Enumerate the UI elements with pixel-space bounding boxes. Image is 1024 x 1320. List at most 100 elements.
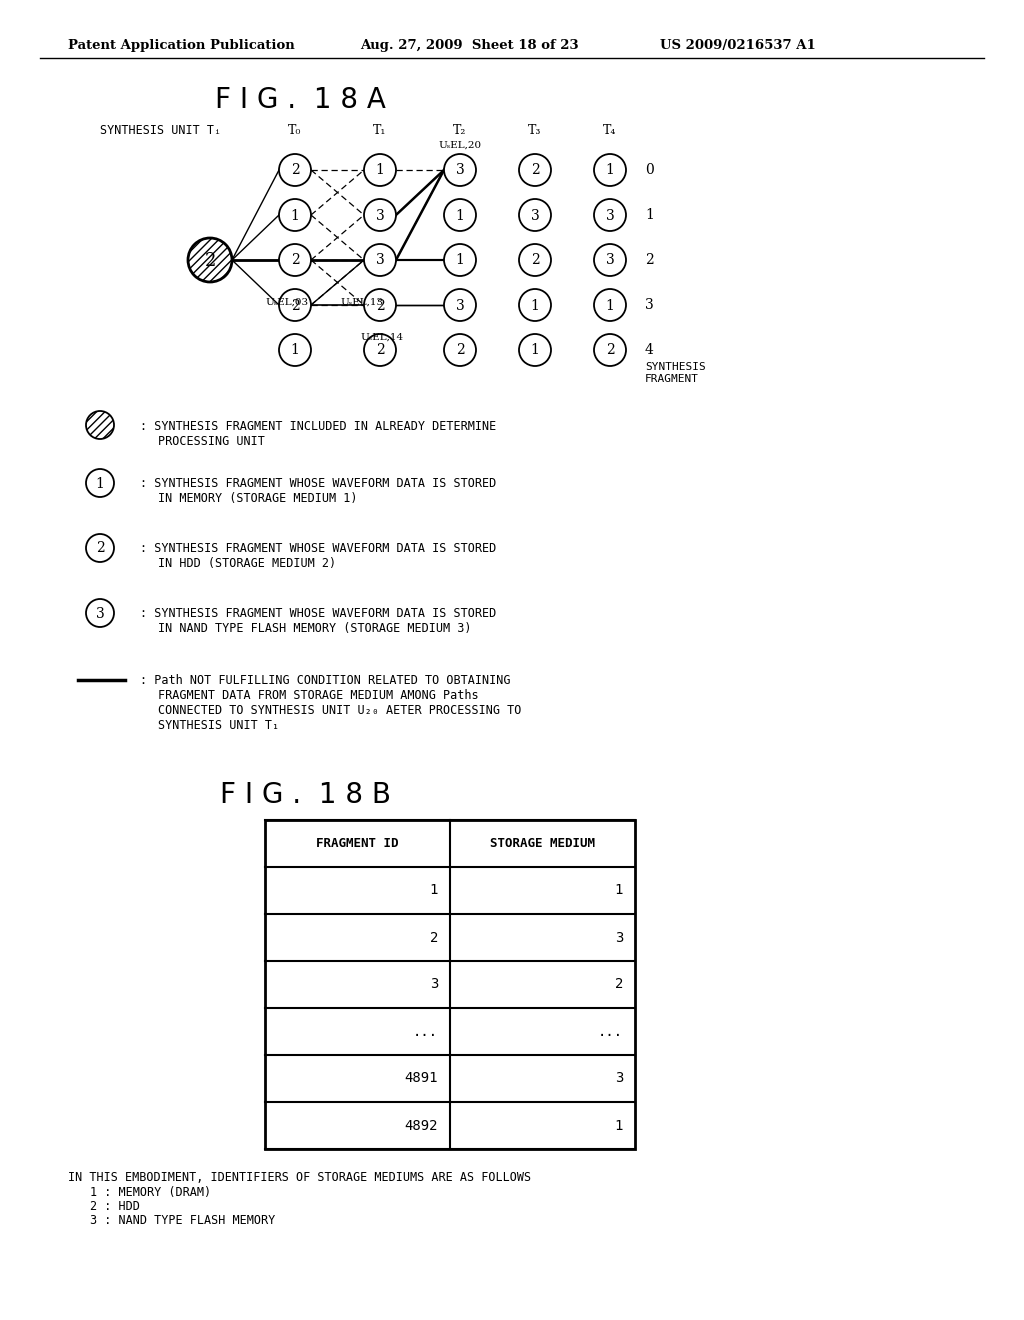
Text: 1: 1 (605, 164, 614, 177)
Text: 2: 2 (205, 252, 216, 269)
Bar (265, 820, 635, 1148)
Text: 2: 2 (530, 253, 540, 268)
Text: 3 : NAND TYPE FLASH MEMORY: 3 : NAND TYPE FLASH MEMORY (90, 1214, 275, 1228)
Text: F I G .  1 8 B: F I G . 1 8 B (220, 781, 391, 809)
Circle shape (188, 238, 232, 282)
Circle shape (364, 199, 396, 231)
Circle shape (519, 199, 551, 231)
Text: 3: 3 (645, 298, 653, 312)
Text: 3: 3 (456, 298, 464, 313)
Text: 1: 1 (291, 343, 299, 358)
Text: SYNTHESIS UNIT T₁: SYNTHESIS UNIT T₁ (158, 719, 280, 733)
Circle shape (444, 244, 476, 276)
Text: 2: 2 (291, 253, 299, 268)
Text: ...: ... (598, 1024, 623, 1039)
Text: 1: 1 (605, 298, 614, 313)
Circle shape (594, 244, 626, 276)
Text: FRAGMENT ID: FRAGMENT ID (316, 837, 398, 850)
Text: 3: 3 (614, 931, 623, 945)
Text: 3: 3 (430, 978, 438, 991)
Text: : SYNTHESIS FRAGMENT WHOSE WAVEFORM DATA IS STORED: : SYNTHESIS FRAGMENT WHOSE WAVEFORM DATA… (140, 607, 497, 620)
Circle shape (279, 244, 311, 276)
Text: 1: 1 (430, 883, 438, 898)
Text: SYNTHESIS UNIT Tᵢ: SYNTHESIS UNIT Tᵢ (100, 124, 221, 136)
Text: UₛEL,14: UₛEL,14 (360, 333, 403, 342)
Circle shape (86, 469, 114, 498)
Text: 3: 3 (605, 209, 614, 223)
Circle shape (444, 334, 476, 366)
Text: 3: 3 (614, 1072, 623, 1085)
Text: 2: 2 (291, 164, 299, 177)
Text: 2: 2 (376, 343, 384, 358)
Text: SYNTHESIS: SYNTHESIS (645, 362, 706, 372)
Circle shape (594, 289, 626, 321)
Text: 1: 1 (456, 253, 465, 268)
Text: 2: 2 (430, 931, 438, 945)
Text: 2: 2 (530, 164, 540, 177)
Text: IN MEMORY (STORAGE MEDIUM 1): IN MEMORY (STORAGE MEDIUM 1) (158, 492, 357, 506)
Text: 3: 3 (95, 606, 104, 620)
Text: 2: 2 (376, 298, 384, 313)
Text: IN THIS EMBODIMENT, IDENTIFIERS OF STORAGE MEDIUMS ARE AS FOLLOWS: IN THIS EMBODIMENT, IDENTIFIERS OF STORA… (68, 1171, 531, 1184)
Text: 1: 1 (376, 164, 384, 177)
Text: 2: 2 (605, 343, 614, 358)
Text: 2: 2 (291, 298, 299, 313)
Text: 1 : MEMORY (DRAM): 1 : MEMORY (DRAM) (90, 1185, 211, 1199)
Text: : SYNTHESIS FRAGMENT WHOSE WAVEFORM DATA IS STORED: : SYNTHESIS FRAGMENT WHOSE WAVEFORM DATA… (140, 477, 497, 490)
Text: FRAGMENT DATA FROM STORAGE MEDIUM AMONG Paths: FRAGMENT DATA FROM STORAGE MEDIUM AMONG … (158, 689, 478, 702)
Circle shape (279, 199, 311, 231)
Circle shape (519, 154, 551, 186)
Circle shape (364, 289, 396, 321)
Text: T₀: T₀ (289, 124, 302, 136)
Circle shape (279, 154, 311, 186)
Circle shape (364, 334, 396, 366)
Circle shape (594, 334, 626, 366)
Text: 2: 2 (645, 253, 653, 267)
Circle shape (594, 154, 626, 186)
Circle shape (444, 154, 476, 186)
Text: 3: 3 (456, 164, 464, 177)
Text: 1: 1 (530, 298, 540, 313)
Text: 4892: 4892 (404, 1118, 438, 1133)
Circle shape (444, 199, 476, 231)
Text: 2: 2 (614, 978, 623, 991)
Circle shape (86, 411, 114, 440)
Text: IN HDD (STORAGE MEDIUM 2): IN HDD (STORAGE MEDIUM 2) (158, 557, 336, 570)
Text: STORAGE MEDIUM: STORAGE MEDIUM (490, 837, 595, 850)
Text: 4: 4 (645, 343, 654, 356)
Text: 3: 3 (376, 209, 384, 223)
Text: 3: 3 (530, 209, 540, 223)
Text: Aug. 27, 2009  Sheet 18 of 23: Aug. 27, 2009 Sheet 18 of 23 (360, 38, 579, 51)
Circle shape (279, 289, 311, 321)
Text: ...: ... (413, 1024, 438, 1039)
Circle shape (519, 244, 551, 276)
Text: : SYNTHESIS FRAGMENT INCLUDED IN ALREADY DETERMINE: : SYNTHESIS FRAGMENT INCLUDED IN ALREADY… (140, 420, 497, 433)
Text: 1: 1 (614, 883, 623, 898)
Circle shape (519, 289, 551, 321)
Circle shape (364, 154, 396, 186)
Text: T₁: T₁ (374, 124, 387, 136)
Text: : Path NOT FULFILLING CONDITION RELATED TO OBTAINING: : Path NOT FULFILLING CONDITION RELATED … (140, 675, 511, 686)
Text: Patent Application Publication: Patent Application Publication (68, 38, 295, 51)
Text: IN NAND TYPE FLASH MEMORY (STORAGE MEDIUM 3): IN NAND TYPE FLASH MEMORY (STORAGE MEDIU… (158, 622, 471, 635)
Text: 4891: 4891 (404, 1072, 438, 1085)
Text: 2 : HDD: 2 : HDD (90, 1200, 140, 1213)
Text: 3: 3 (376, 253, 384, 268)
Text: 1: 1 (614, 1118, 623, 1133)
Text: 1: 1 (291, 209, 299, 223)
Text: T₂: T₂ (454, 124, 467, 136)
Text: PROCESSING UNIT: PROCESSING UNIT (158, 436, 265, 447)
Circle shape (594, 199, 626, 231)
Circle shape (444, 289, 476, 321)
Text: 1: 1 (95, 477, 104, 491)
Text: UₛEL,03: UₛEL,03 (265, 298, 308, 308)
Text: UₛEL,20: UₛEL,20 (438, 140, 481, 149)
Circle shape (519, 334, 551, 366)
Text: 0: 0 (645, 162, 653, 177)
Text: 2: 2 (95, 541, 104, 556)
Text: F I G .  1 8 A: F I G . 1 8 A (215, 86, 386, 114)
Text: 1: 1 (456, 209, 465, 223)
Text: 3: 3 (605, 253, 614, 268)
Circle shape (86, 535, 114, 562)
Text: US 2009/0216537 A1: US 2009/0216537 A1 (660, 38, 816, 51)
